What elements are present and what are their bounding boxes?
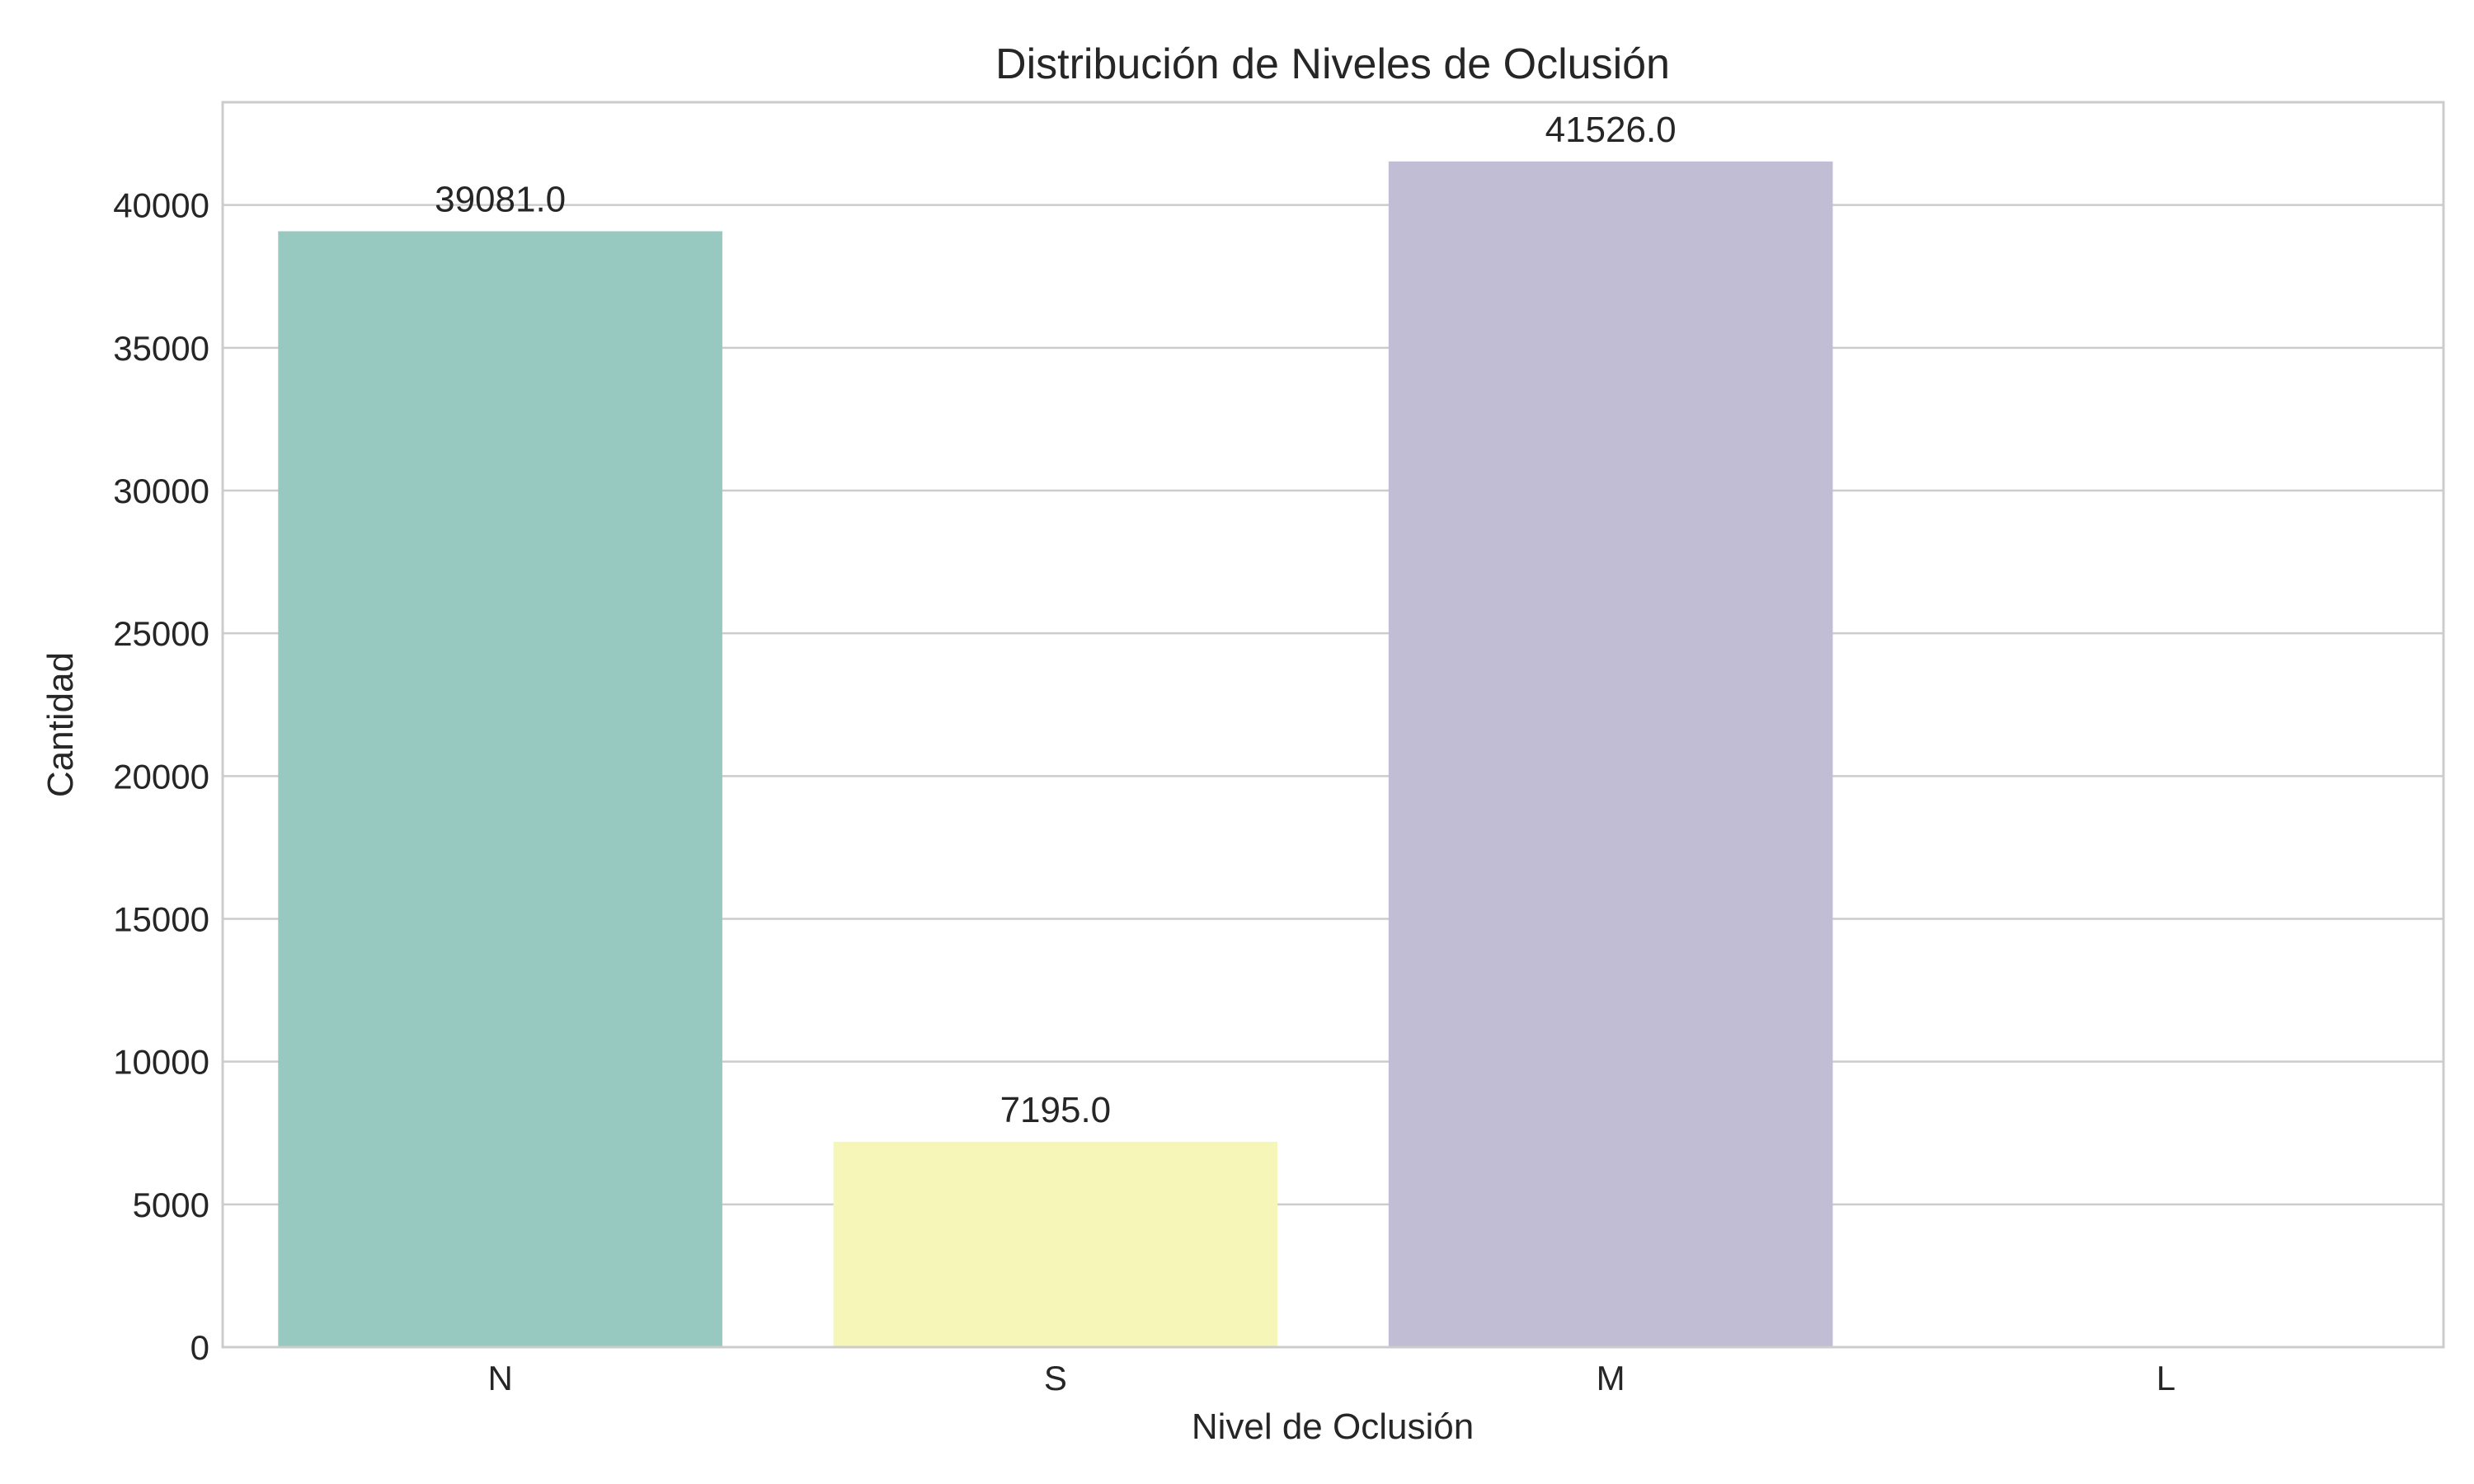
y-tick-label: 5000 — [133, 1186, 209, 1224]
x-tick-label: L — [2157, 1359, 2175, 1397]
x-tick-label: N — [487, 1359, 512, 1397]
x-axis-label: Nivel de Oclusión — [1192, 1407, 1474, 1447]
y-tick-label: 25000 — [113, 614, 209, 653]
chart-title: Distribución de Niveles de Oclusión — [995, 40, 1670, 88]
y-tick-label: 15000 — [113, 900, 209, 939]
y-tick-label: 40000 — [113, 186, 209, 225]
y-tick-label: 0 — [190, 1328, 209, 1367]
y-axis-label: Cantidad — [40, 652, 81, 797]
x-tick-label: S — [1044, 1359, 1067, 1397]
bar-s — [833, 1141, 1278, 1347]
bars — [278, 161, 1833, 1348]
y-tick-label: 20000 — [113, 757, 209, 796]
bar-m — [1388, 161, 1833, 1348]
data-labels: 39081.0 7195.0 41526.0 — [435, 110, 1677, 1130]
y-tick-label: 35000 — [113, 329, 209, 368]
data-label: 39081.0 — [435, 180, 566, 220]
y-tick-label: 30000 — [113, 472, 209, 510]
plot-frame — [221, 101, 2445, 1349]
data-label: 41526.0 — [1545, 110, 1677, 150]
bar-n — [278, 231, 722, 1348]
y-tick-label: 10000 — [113, 1043, 209, 1082]
x-tick-label: M — [1597, 1359, 1625, 1397]
data-label: 7195.0 — [1000, 1090, 1112, 1130]
y-tick-labels: 0 5000 10000 15000 20000 25000 30000 35000 40000 — [113, 186, 209, 1367]
